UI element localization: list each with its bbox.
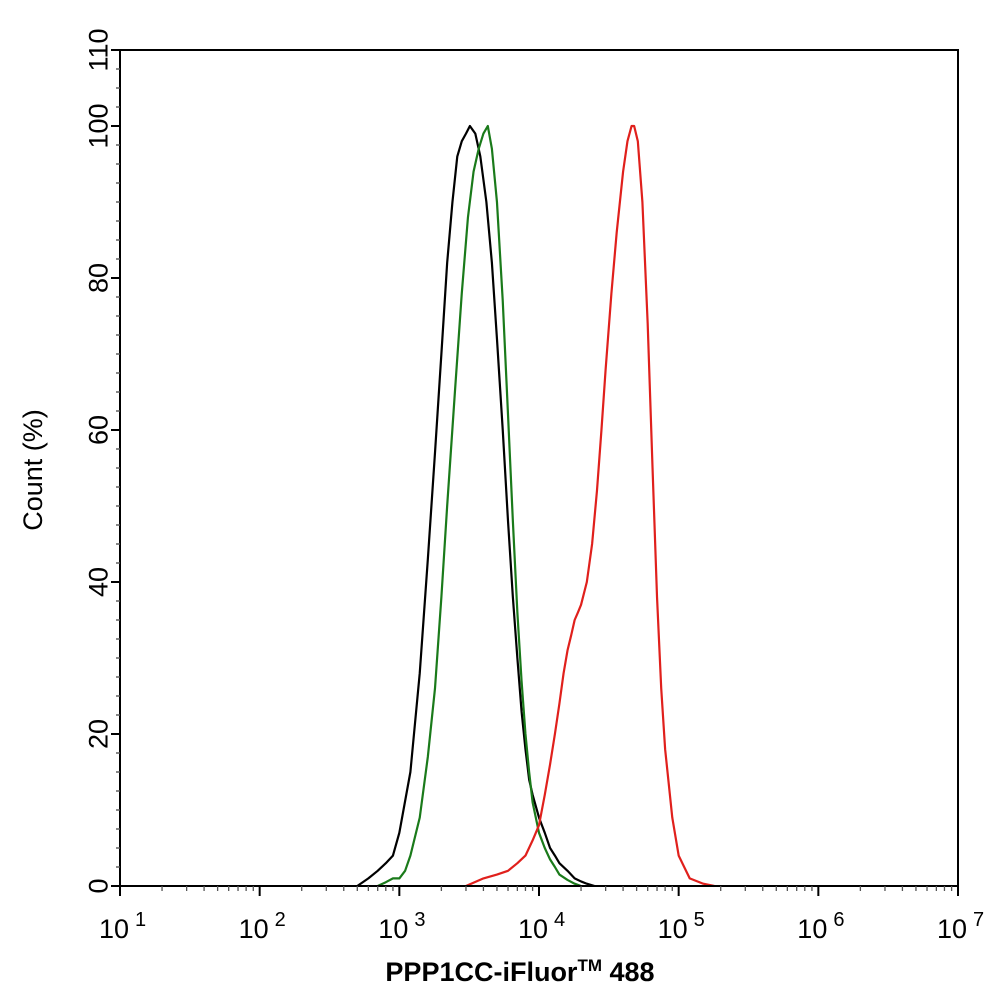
y-tick-label: 110 bbox=[83, 28, 113, 71]
x-tick-exponent: 5 bbox=[694, 909, 705, 931]
y-tick-label: 60 bbox=[83, 415, 113, 445]
x-tick-label: 10 bbox=[518, 914, 548, 944]
x-axis-title-main: PPP1CC-iFluor bbox=[385, 957, 578, 987]
plot-frame bbox=[119, 49, 959, 887]
x-tick-label: 10 bbox=[937, 914, 967, 944]
x-tick-exponent: 4 bbox=[554, 909, 565, 931]
series-line-2 bbox=[377, 124, 582, 888]
y-tick-label: 20 bbox=[83, 719, 113, 749]
y-tick-label: 0 bbox=[83, 878, 113, 893]
x-tick-label: 10 bbox=[658, 914, 688, 944]
x-tick-label: 10 bbox=[378, 914, 408, 944]
x-tick-label: 10 bbox=[239, 914, 269, 944]
x-tick-exponent: 6 bbox=[833, 909, 844, 931]
x-tick-exponent: 1 bbox=[135, 909, 146, 931]
series-line-3 bbox=[465, 124, 715, 888]
series-line-1 bbox=[356, 124, 595, 888]
series-layer bbox=[356, 124, 715, 888]
y-tick-label: 80 bbox=[83, 263, 113, 293]
x-axis-title: PPP1CC-iFluorTM 488 bbox=[385, 956, 654, 987]
y-tick-label: 100 bbox=[83, 103, 113, 148]
x-axis-title-suffix: 488 bbox=[602, 957, 655, 987]
x-tick-exponent: 3 bbox=[414, 909, 425, 931]
x-tick-label: 10 bbox=[99, 914, 129, 944]
x-tick-exponent: 2 bbox=[275, 909, 286, 931]
x-tick-label: 10 bbox=[797, 914, 827, 944]
y-axis-title: Count (%) bbox=[18, 409, 48, 531]
x-axis-title-tm: TM bbox=[577, 956, 602, 975]
y-tick-label: 40 bbox=[83, 567, 113, 597]
x-tick-exponent: 7 bbox=[973, 909, 984, 931]
